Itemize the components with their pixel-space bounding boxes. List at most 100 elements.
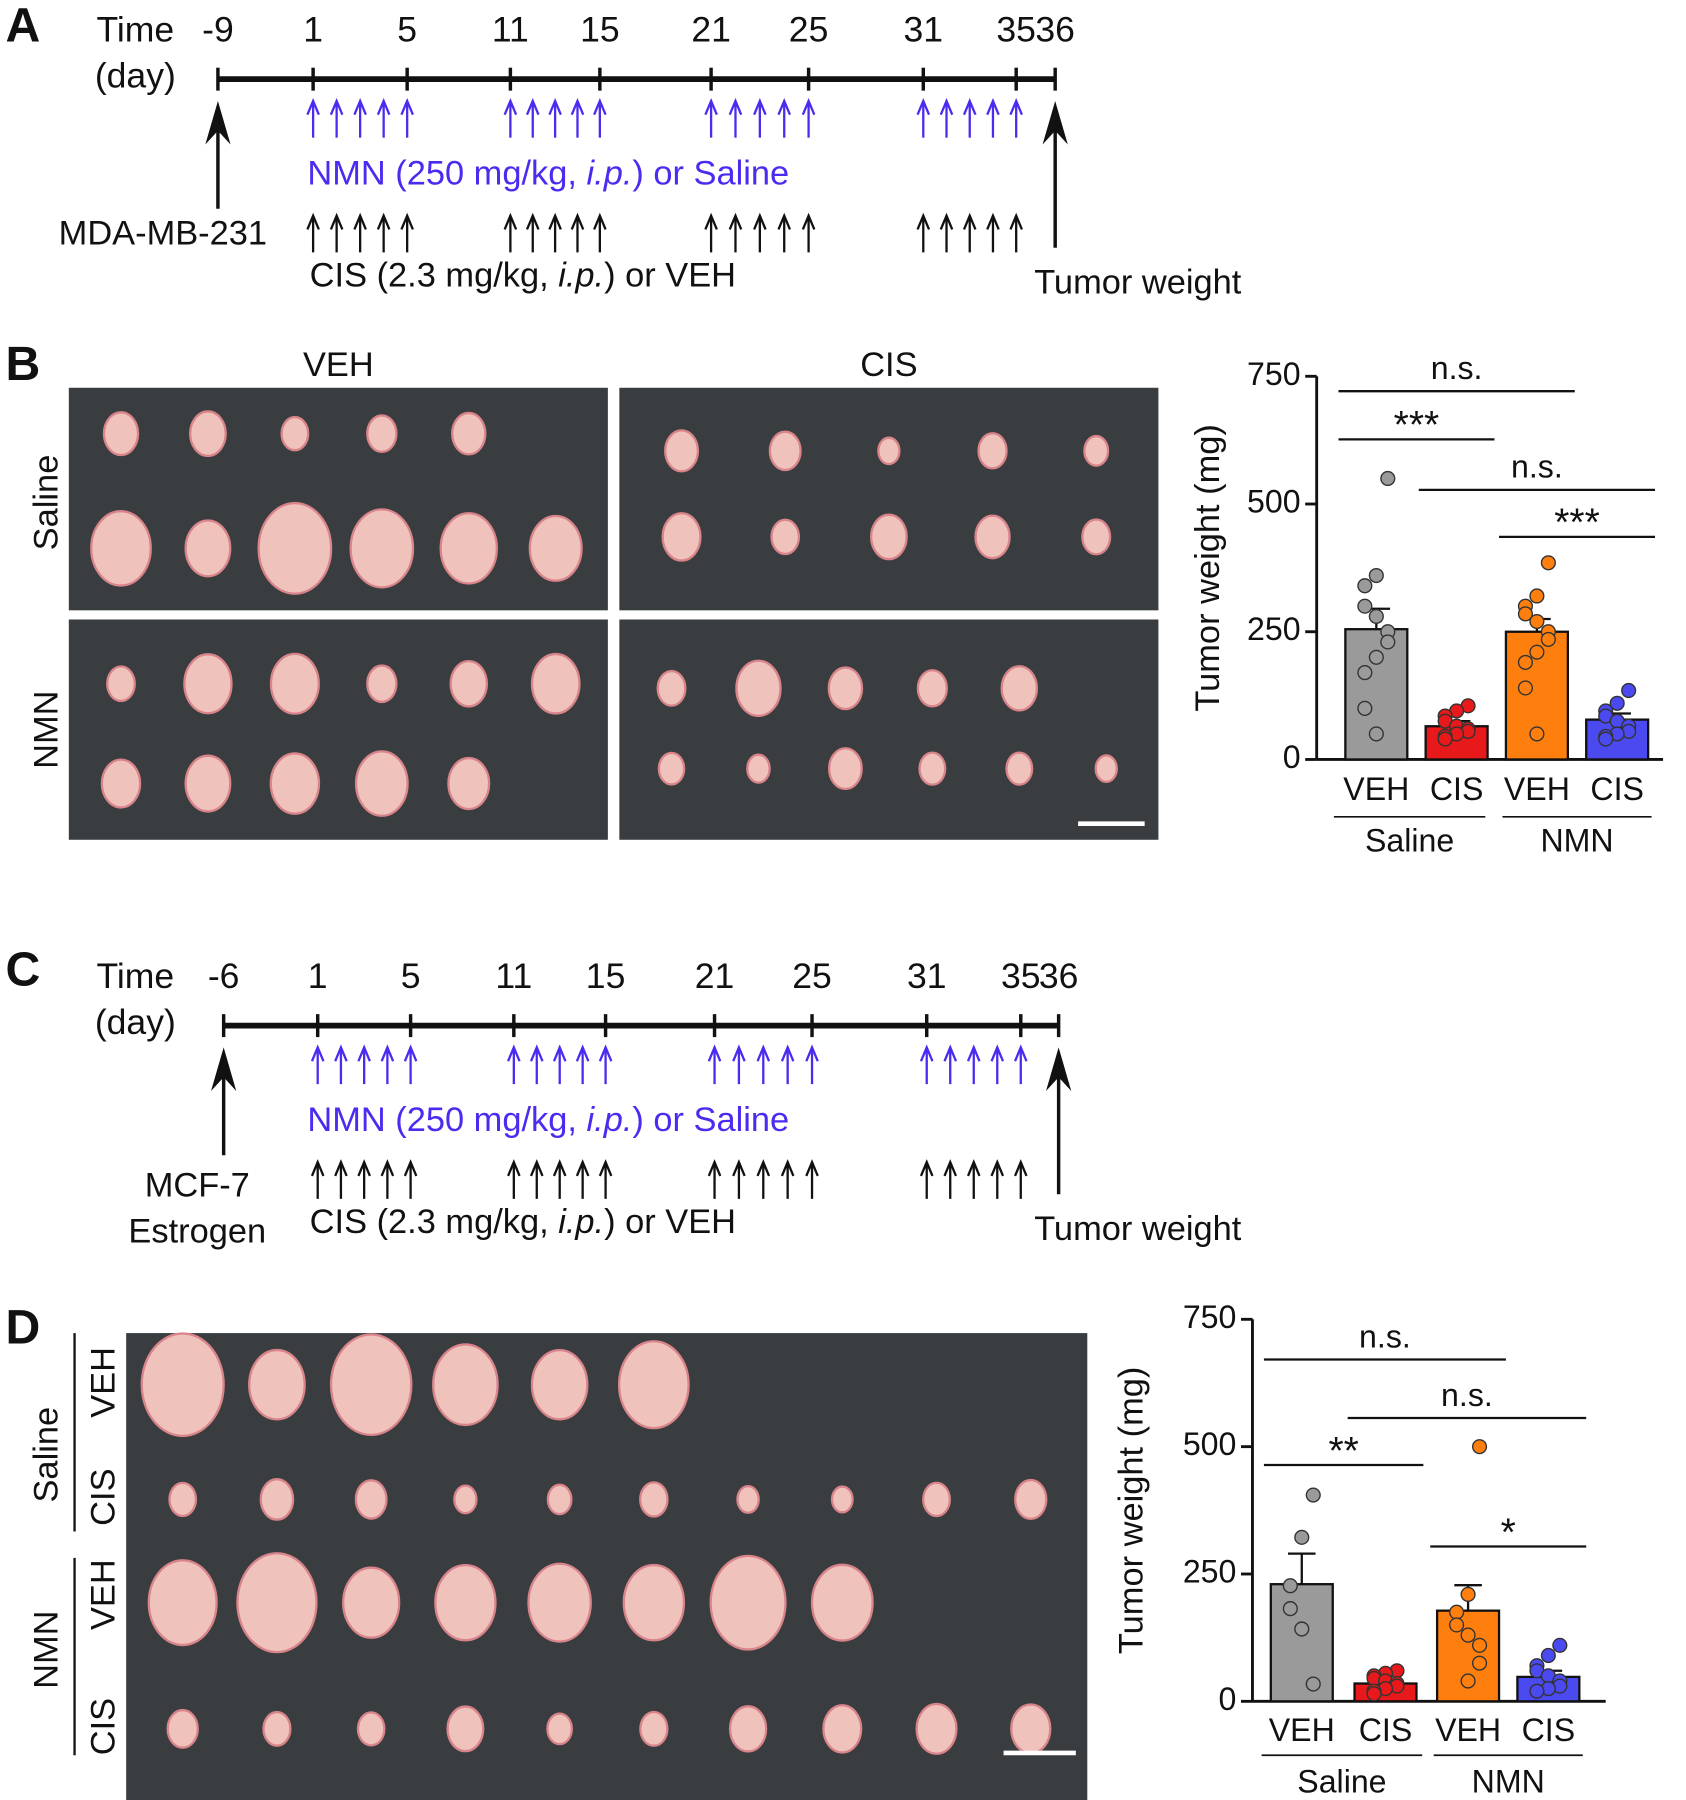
timeline-label: Time	[96, 956, 174, 996]
timeline-tick-label: 21	[695, 956, 735, 996]
data-point	[1380, 470, 1396, 487]
arrow-head	[403, 1159, 418, 1177]
data-point	[1460, 1586, 1476, 1602]
arrow-head	[334, 1159, 348, 1177]
timeline-tick-label: -6	[208, 956, 240, 996]
photo	[619, 619, 1159, 840]
group-label: NMN	[1540, 823, 1613, 859]
data-point	[1449, 1604, 1465, 1620]
arrow-head	[205, 100, 231, 145]
arrow-head	[1013, 1159, 1028, 1177]
tumor	[280, 415, 310, 452]
tumor	[366, 414, 398, 454]
arrow-head	[732, 1159, 746, 1177]
timeline-tick-label: 35	[1001, 956, 1041, 996]
treatment-label-part: i.p.	[587, 155, 633, 193]
tumor	[106, 665, 136, 703]
data-point	[1552, 1637, 1568, 1653]
tumor	[830, 1485, 854, 1514]
photo-column-label: CIS	[860, 346, 917, 384]
tumor	[432, 1343, 499, 1427]
arrow-head	[962, 212, 977, 230]
arrow-head	[801, 212, 816, 230]
start-label: MCF-7	[145, 1166, 250, 1204]
tumor	[736, 1484, 760, 1514]
photo-column-label: VEH	[303, 346, 374, 384]
arrow-head	[780, 1044, 795, 1062]
drug-label-part: i.p.	[558, 257, 604, 295]
tumor	[342, 1566, 401, 1639]
arrow-head	[353, 97, 367, 116]
tumor	[147, 1559, 218, 1647]
arrow-head	[990, 1044, 1005, 1062]
arrow-head	[756, 1044, 771, 1062]
data-point	[1357, 700, 1373, 716]
data-point	[1368, 608, 1384, 624]
panel-label: D	[6, 1300, 41, 1354]
data-point	[1540, 1647, 1556, 1664]
tumor	[446, 1705, 485, 1753]
tumor	[827, 666, 864, 711]
tumor	[530, 1348, 589, 1421]
panel-label: A	[6, 0, 41, 52]
arrow-head	[593, 97, 607, 116]
y-tick-label: 0	[1283, 739, 1301, 775]
photo	[68, 387, 608, 611]
data-point	[1598, 731, 1614, 747]
tumor	[617, 1340, 690, 1430]
arrow-head	[780, 1159, 795, 1177]
drug-label-part: ) or VEH	[604, 257, 736, 295]
timeline-tick-label: 21	[691, 10, 731, 50]
arrow-head	[966, 1159, 981, 1177]
arrow-head	[570, 212, 585, 230]
timeline-unit: (day)	[95, 1002, 176, 1042]
timeline-tick-label: 35	[996, 10, 1036, 50]
arrow-head	[310, 1159, 325, 1177]
arrow-head	[986, 212, 1000, 230]
timeline-tick-label: -9	[202, 10, 234, 50]
arrow-head	[529, 1159, 544, 1177]
timeline-tick-label: 15	[586, 956, 626, 996]
x-tick-label: CIS	[1430, 771, 1484, 807]
tumor	[1014, 1478, 1048, 1520]
tumor	[1083, 434, 1110, 467]
photo-row-label: Saline	[27, 455, 65, 551]
arrow-head	[529, 1044, 544, 1062]
photo	[619, 387, 1159, 611]
arrow-head	[1009, 97, 1023, 116]
tumor	[822, 1704, 863, 1754]
timeline-tick-label: 15	[580, 10, 620, 50]
tumor	[453, 1484, 478, 1515]
y-tick-label: 750	[1247, 356, 1301, 392]
group-label: Saline	[1297, 1763, 1386, 1799]
tumor	[770, 518, 801, 556]
tumor	[366, 664, 398, 704]
treatment-label-part: i.p.	[587, 1101, 633, 1139]
bar	[1269, 1583, 1334, 1703]
tumor	[810, 1563, 874, 1642]
timeline-tick-label: 5	[401, 956, 421, 996]
treatment-label: NMN (250 mg/kg, i.p.) or Saline	[307, 1101, 789, 1139]
x-tick-label: CIS	[1522, 1712, 1576, 1748]
tumor	[451, 411, 487, 456]
tumor	[746, 753, 771, 784]
tumor	[354, 750, 409, 817]
data-point	[1517, 606, 1533, 622]
data-point	[1471, 1637, 1488, 1653]
data-point	[1357, 578, 1373, 594]
tumor	[827, 747, 863, 791]
arrow-head	[598, 1044, 613, 1062]
start-label: Estrogen	[128, 1212, 266, 1250]
timeline-tick-label: 31	[907, 956, 947, 996]
arrow-head	[376, 212, 391, 230]
data-point	[1357, 665, 1373, 681]
arrow-head	[306, 212, 320, 230]
tumor	[974, 514, 1011, 560]
data-point	[1529, 644, 1545, 660]
tumor	[439, 512, 498, 585]
arrow-head	[916, 97, 931, 116]
arrow-head	[380, 1159, 395, 1177]
tumor	[664, 429, 700, 473]
arrow-head	[753, 212, 767, 230]
